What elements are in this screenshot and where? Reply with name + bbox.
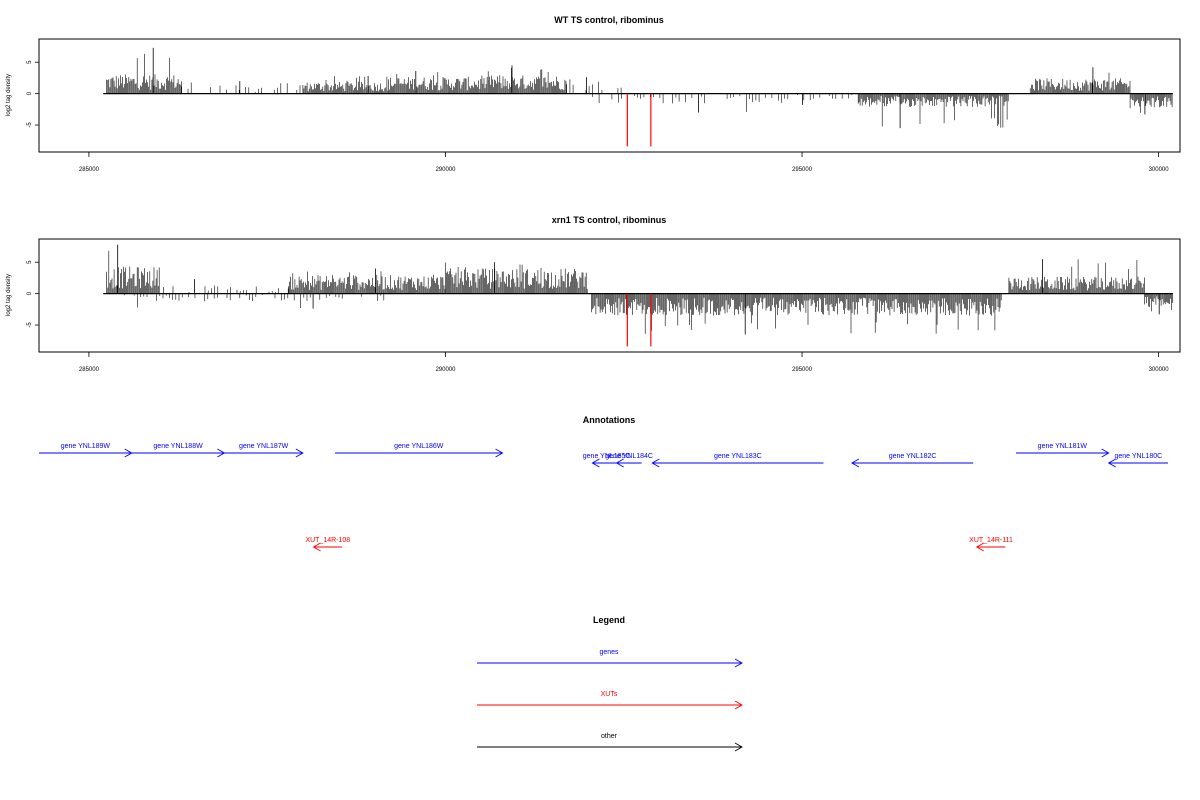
legend-label: genes: [599, 649, 619, 656]
feature-label: gene YNL185C: [583, 453, 631, 460]
wt-panel-title: WT TS control, ribominus: [554, 15, 664, 25]
annotation-feature: gene YNL189W: [39, 443, 133, 458]
wt-panel: WT TS control, ribominus log2 tag densit…: [6, 15, 1181, 173]
annotation-feature: gene YNL187W: [224, 443, 304, 458]
wt-x-axis: 285000 290000 295000 300000: [79, 152, 1169, 173]
legend-label: other: [601, 733, 618, 740]
feature-arrow-head: [1101, 448, 1110, 458]
annotations-title: Annotations: [583, 415, 636, 425]
feature-arrow-head: [495, 448, 504, 458]
feature-label: gene YNL189W: [61, 443, 111, 450]
legend-panel: Legend genes XUTs other: [477, 615, 743, 752]
feature-label: gene YNL186W: [394, 443, 444, 450]
wt-bars: [106, 47, 1173, 129]
x-tick-label: 285000: [79, 167, 100, 173]
x-tick-label: 300000: [1149, 167, 1170, 173]
legend-arrow-head: [734, 658, 743, 668]
annotation-feature: gene YNL186W: [334, 443, 504, 458]
feature-label: XUT_14R-111: [969, 537, 1013, 544]
annotation-feature: gene YNL184C: [605, 453, 653, 468]
wt-highlights: [626, 93, 652, 147]
legend-items: genes XUTs other: [477, 649, 743, 752]
x-tick-label: 295000: [792, 367, 813, 373]
feature-label: XUT_14R-108: [305, 537, 350, 544]
annotation-feature: XUT_14R-108: [305, 537, 350, 552]
y-tick-label: -5: [27, 322, 33, 328]
y-tick-label: -5: [27, 122, 33, 128]
x-tick-label: 290000: [435, 167, 456, 173]
xrn1-panel-title: xrn1 TS control, ribominus: [552, 215, 667, 225]
annotation-feature: XUT_14R-111: [969, 537, 1013, 552]
x-tick-label: 300000: [1149, 367, 1170, 373]
legend-label: XUTs: [601, 691, 618, 698]
xrn1-y-axis-label: log2 tag density: [6, 274, 12, 316]
xrn1-highlights: [626, 293, 652, 347]
feature-label: gene YNL188W: [153, 443, 203, 450]
wt-plot-frame: [38, 38, 1181, 153]
feature-arrow-head: [1107, 458, 1116, 468]
feature-label: gene YNL184C: [605, 453, 653, 460]
annotation-feature: gene YNL181W: [1015, 443, 1110, 458]
annotation-feature: gene YNL183C: [651, 453, 824, 468]
wt-y-axis-label: log2 tag density: [6, 74, 12, 116]
feature-label: gene YNL187W: [239, 443, 289, 450]
legend-arrow-head: [734, 742, 743, 752]
y-tick-label: 5: [27, 60, 33, 64]
annotation-feature: gene YNL188W: [131, 443, 226, 458]
legend-item: XUTs: [477, 691, 743, 710]
feature-arrow-head: [975, 542, 984, 552]
feature-label: gene YNL183C: [714, 453, 762, 460]
y-tick-label: 0: [27, 91, 33, 95]
x-tick-label: 285000: [79, 367, 100, 373]
feature-arrow-head: [312, 542, 321, 552]
feature-label: gene YNL182C: [889, 453, 937, 460]
annotation-feature: gene YNL182C: [851, 453, 974, 468]
feature-arrow-head: [295, 448, 304, 458]
xrn1-y-axis: 5 0 -5: [27, 260, 39, 328]
x-tick-label: 295000: [792, 167, 813, 173]
feature-arrow-head: [651, 458, 660, 468]
y-tick-label: 0: [27, 291, 33, 295]
xrn1-plot-frame: [38, 238, 1181, 353]
xrn1-bars: [106, 244, 1173, 335]
annotations-panel: Annotations gene YNL189W gene YNL188W gene…: [39, 415, 1168, 552]
legend-arrow-head: [734, 700, 743, 710]
feature-arrow-head: [615, 458, 624, 468]
legend-title: Legend: [593, 615, 625, 625]
legend-item: other: [477, 733, 743, 752]
feature-arrow-head: [591, 458, 600, 468]
feature-arrow-head: [851, 458, 860, 468]
annotation-feature: gene YNL180C: [1107, 453, 1168, 468]
y-tick-label: 5: [27, 260, 33, 264]
xrn1-x-axis: 285000 290000 295000 300000: [79, 352, 1169, 373]
feature-label: gene YNL180C: [1114, 453, 1162, 460]
feature-label: gene YNL181W: [1038, 443, 1088, 450]
annotation-features: gene YNL189W gene YNL188W gene YNL187W gene…: [39, 443, 1168, 552]
x-tick-label: 290000: [435, 367, 456, 373]
wt-y-axis: 5 0 -5: [27, 60, 39, 128]
legend-item: genes: [477, 649, 743, 668]
xrn1-panel: xrn1 TS control, ribominus log2 tag dens…: [6, 215, 1181, 373]
